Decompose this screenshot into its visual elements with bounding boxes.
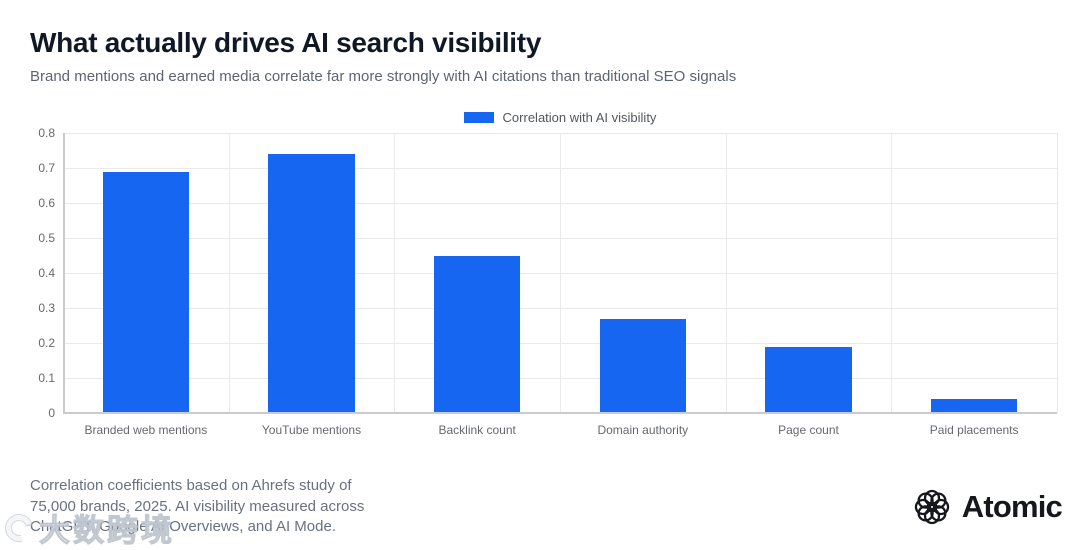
gridline-vertical [725, 133, 727, 413]
plot-area: 0 0.1 0.2 0.3 0.4 0.5 0.6 0.7 0.8 Branded web men… [38, 126, 1058, 437]
bar [102, 171, 189, 413]
gridline-vertical [891, 133, 893, 413]
y-axis-tick-label: 0.3 [38, 301, 55, 315]
y-axis-line [63, 133, 65, 413]
flower-rosette-icon [914, 489, 949, 525]
x-axis-category-label: Page count [778, 423, 839, 437]
bar [268, 154, 355, 413]
y-axis-tick-label: 0 [48, 406, 55, 420]
y-axis-tick-label: 0.8 [38, 126, 55, 140]
gridline-vertical [394, 133, 396, 413]
page-subtitle: Brand mentions and earned media correlat… [30, 68, 737, 85]
bar [931, 399, 1018, 413]
y-axis-tick-label: 0.1 [38, 371, 55, 385]
gridline-vertical [228, 133, 230, 413]
bar [434, 255, 521, 413]
x-axis-category-label: Paid placements [929, 423, 1019, 437]
y-axis-tick-label: 0.6 [38, 196, 55, 210]
x-axis-category-label: Backlink count [438, 423, 516, 437]
brand-logo: Atomic [911, 486, 1063, 528]
bar [599, 318, 686, 413]
source-note: Correlation coefficients based on Ahrefs… [30, 477, 365, 535]
chart-legend: Correlation with AI visibility [63, 110, 1057, 125]
x-axis-category-label: YouTube mentions [261, 423, 362, 437]
legend-label: Correlation with AI visibility [502, 110, 657, 125]
x-axis-category-label: Domain authority [597, 423, 689, 437]
gridline-vertical [1057, 133, 1058, 413]
y-axis-tick-label: 0.4 [38, 266, 55, 280]
x-axis-line [63, 412, 1057, 414]
y-axis-tick-label: 0.7 [38, 161, 55, 175]
bar [765, 346, 852, 413]
x-axis-category-label: Branded web mentions [84, 423, 208, 437]
legend-color-swatch [463, 112, 494, 123]
y-axis-tick-label: 0.2 [38, 336, 55, 350]
gridline-vertical [560, 133, 561, 413]
brand-name: Atomic [961, 489, 1063, 524]
y-axis-tick-label: 0.5 [38, 231, 55, 245]
page-title: What actually drives AI search visibilit… [30, 27, 542, 58]
